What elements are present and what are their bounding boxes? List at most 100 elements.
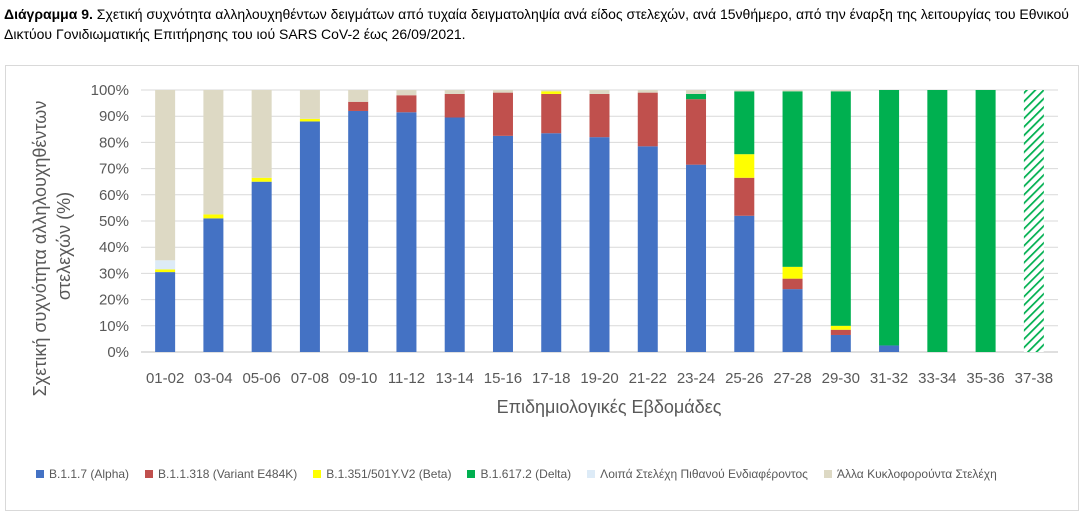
bar-segment [686, 93, 707, 100]
bar-segment [299, 118, 320, 122]
bar-segment [251, 181, 272, 352]
bar-segment [734, 177, 755, 216]
y-tick-label: 50% [99, 213, 129, 230]
bar-segment [444, 117, 465, 352]
bar-segment [155, 272, 176, 352]
bar-segment [589, 137, 610, 352]
bar-segment [686, 99, 707, 165]
bar-segment [589, 93, 610, 138]
bar-segment [348, 90, 369, 102]
bar-segment [541, 91, 562, 94]
bar-segment [299, 121, 320, 352]
bar-segment [830, 325, 851, 330]
bar-segment [782, 91, 803, 267]
bar-segment [830, 90, 851, 92]
x-tick-label: 31-32 [870, 370, 908, 387]
x-tick-label: 37-38 [1015, 370, 1053, 387]
x-tick-label: 05-06 [242, 370, 280, 387]
bar-segment [734, 91, 755, 155]
y-tick-label: 100% [91, 82, 129, 99]
bar-segment [348, 101, 369, 111]
bar-segment [492, 92, 513, 136]
y-axis-label-line-2: στελεχών (%) [54, 192, 74, 300]
bar-segment [782, 289, 803, 352]
x-tick-label: 29-30 [822, 370, 860, 387]
bar-segment [686, 90, 707, 94]
bar-segment [251, 90, 272, 178]
legend-item: Άλλα Κυκλοφορούντα Στελέχη [823, 467, 997, 481]
x-tick-label: 07-08 [291, 370, 329, 387]
x-tick-label: 25-26 [725, 370, 763, 387]
bar-segment [251, 177, 272, 182]
y-tick-label: 60% [99, 187, 129, 204]
y-axis-label-line-1: Σχετική συχνότητα αλληλουχηθέντων [30, 101, 50, 397]
legend-swatch [587, 470, 596, 478]
bar-segment [637, 146, 658, 352]
bar-segment [830, 334, 851, 352]
bar-segment [927, 90, 948, 352]
legend-label: B.1.617.2 (Delta) [480, 467, 572, 481]
x-tick-label: 27-28 [773, 370, 811, 387]
bar-segment [541, 90, 562, 92]
legend-item: Λοιπά Στελέχη Πιθανού Ενδιαφέροντος [587, 467, 808, 481]
legend-swatch [313, 470, 322, 478]
bar-segment [782, 278, 803, 290]
bar-segment [975, 90, 996, 352]
y-tick-label: 0% [107, 344, 129, 361]
bar-segment [734, 90, 755, 92]
y-tick-label: 30% [99, 265, 129, 282]
bar-segment [444, 90, 465, 94]
legend-label: B.1.351/501Y.V2 (Beta) [326, 467, 452, 481]
bar-segment [589, 90, 610, 94]
bar-segment [348, 110, 369, 353]
x-tick-label: 01-02 [146, 370, 184, 387]
bar-segment [203, 218, 224, 352]
x-axis-label: Επιδημιολογικές Εβδομάδες [497, 397, 722, 417]
legend-swatch [823, 470, 832, 478]
bar-segment [686, 164, 707, 352]
x-tick-label: 11-12 [388, 370, 425, 387]
y-tick-label: 20% [99, 292, 129, 309]
legend-item: B.1.1.318 (Variant E484K) [145, 467, 297, 481]
legend-label: Άλλα Κυκλοφορούντα Στελέχη [836, 467, 997, 481]
legend-item: B.1.1.7 (Alpha) [36, 467, 129, 481]
bar-segment [830, 329, 851, 335]
y-tick-labels: 0% 10% 20% 30% 40% 50% 60% 70% 80% 90% 100% [91, 82, 129, 361]
legend-swatch [36, 470, 44, 478]
bar-segment [155, 260, 176, 270]
bar-segment [782, 266, 803, 279]
bar-segment [637, 92, 658, 147]
x-tick-labels: 01-02 03-04 05-06 07-08 09-10 11-12 13-14 15-16… [146, 370, 1053, 387]
y-tick-label: 80% [99, 134, 129, 151]
bar-segment [637, 90, 658, 93]
x-tick-label: 23-24 [677, 370, 715, 387]
x-tick-label: 15-16 [484, 370, 522, 387]
bar-segment [492, 90, 513, 93]
y-tick-label: 70% [99, 161, 129, 178]
bar-segment [396, 112, 417, 352]
legend-swatch [145, 470, 154, 478]
legend-item: B.1.617.2 (Delta) [467, 467, 571, 481]
x-tick-label: 17-18 [532, 370, 570, 387]
bar-segment [541, 93, 562, 134]
legend: B.1.1.7 (Alpha) B.1.1.318 (Variant E484K)… [36, 464, 1076, 484]
stacked-bar-chart: 0%10%20%30%40%50%60%70%80%90%100% 01-02 0… [30, 82, 1058, 417]
bar-segment [734, 215, 755, 352]
bar-segment [155, 90, 176, 261]
x-tick-label: 35-36 [966, 370, 1004, 387]
bar-segment [396, 90, 417, 96]
bar-segment [1023, 90, 1044, 352]
bar-segment [155, 269, 176, 273]
bar-segment [782, 90, 803, 92]
x-tick-label: 19-20 [580, 370, 618, 387]
legend-label: Λοιπά Στελέχη Πιθανού Ενδιαφέροντος [600, 467, 808, 481]
figure-caption: Διάγραμμα 9. Σχετική συχνότητα αλληλουχη… [4, 4, 1079, 44]
bar-segment [299, 90, 320, 119]
x-tick-label: 13-14 [436, 370, 474, 387]
legend-label: B.1.1.318 (Variant E484K) [158, 467, 298, 481]
bar-segment [734, 154, 755, 178]
x-tick-label: 21-22 [629, 370, 667, 387]
bar-segment [879, 345, 900, 352]
chart-frame: 0% 10% 20% 30% 40% 50% 60% 70% 80% 90% 100% 01-02 0… [5, 65, 1079, 511]
legend-swatch [467, 470, 476, 478]
